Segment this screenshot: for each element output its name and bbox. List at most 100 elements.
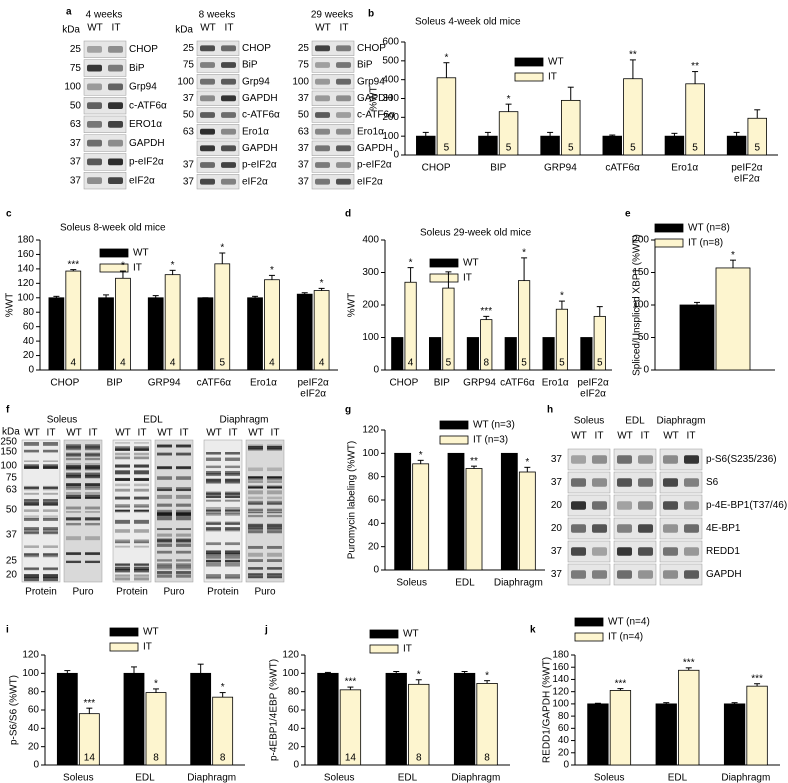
gel-band [248,444,263,447]
gel-band [85,467,100,470]
legend-label: IT (n=4) [608,632,643,643]
significance: * [731,250,735,261]
gel-band [176,563,191,566]
group-title: Soleus [47,415,78,426]
ladder-label: 25 [6,556,18,567]
band [336,112,351,118]
gel-band [157,574,172,578]
bar [655,703,677,766]
y-axis-label: REDD1/GAPDH (%WT) [542,657,553,763]
y-tick-label: 100 [362,332,379,343]
gel-band [115,464,130,468]
lane-label: IT [595,431,604,442]
kda-label: 20 [551,500,563,511]
gel-band [134,442,149,444]
gel-band [85,536,100,541]
y-axis-label: p-4EBP1/4EBP (%WT) [269,659,280,761]
gel-band [248,467,263,472]
band [684,547,699,556]
blot-bg [659,471,703,494]
x-tick-label: peIF2α [297,378,329,389]
n-label: 5 [692,143,698,154]
n-label: 5 [630,143,636,154]
legend-swatch [109,627,139,637]
gel-band [267,525,282,529]
band [571,455,586,464]
n-label: 5 [546,358,552,369]
gel-band [225,491,240,495]
group-title: Soleus [574,416,605,427]
blot-bg [196,124,240,140]
n-label: 4 [71,358,77,369]
bar [385,672,407,766]
row-label: p-4E-BP1(T37/46) [706,500,787,511]
y-tick-label: 160 [552,662,569,673]
ladder-label: 20 [6,570,18,581]
gel-band [134,478,149,481]
y-tick-label: 140 [17,264,34,275]
gel-band [24,527,39,530]
n-label: 8 [470,358,476,369]
band [108,121,123,128]
band [663,570,678,579]
group-title: EDL [625,416,645,427]
y-tick-label: 180 [17,235,34,246]
gel-band [134,577,149,581]
gel-band [85,465,100,468]
row-label: BiP [357,60,373,71]
blot-bg [659,494,703,517]
bar [394,452,412,571]
gel-band [24,442,39,447]
y-tick-label: 150 [632,267,649,278]
x-tick-label: CHOP [422,163,451,174]
significance: * [417,669,421,680]
band [87,64,102,72]
lane-label: WT [200,23,216,34]
group-title: 4 weeks [86,10,123,21]
band [108,64,123,72]
ladder-label: 37 [6,530,18,541]
band [638,455,653,464]
gel-band [267,527,282,532]
panel-letter: a [66,7,72,18]
gel-band [267,496,282,500]
bar [587,703,609,766]
gel-band [66,457,81,461]
gel-band [66,486,81,490]
gel-band [66,452,81,456]
lane-label: IT [138,428,147,439]
gel-band [206,576,221,580]
gel-band [43,545,58,548]
n-label: 8 [131,753,137,764]
band [592,478,607,487]
gel-band [267,545,282,549]
band [200,112,215,118]
gel-band [225,560,240,563]
blot-bg [83,172,127,190]
gel-band [267,573,282,576]
y-axis-label: %WT [5,293,16,317]
gel-band [66,472,81,477]
x-tick-label: eIF2α [734,174,760,185]
n-label: 5 [568,143,574,154]
gel-band [24,492,39,495]
legend-label: WT [463,258,479,269]
lane-label: IT [112,23,121,34]
gel-band [43,442,58,445]
n-label: 8 [462,753,468,764]
gel-band [43,531,58,535]
n-label: 8 [153,753,159,764]
gel-band [248,514,263,518]
gel-band [157,476,172,480]
gel-band [267,446,282,450]
gel-band [115,442,130,444]
gel-band [225,509,240,514]
band [87,177,102,184]
ladder-label: 150 [0,447,17,458]
gel-band [115,478,130,481]
gel-band [267,567,282,570]
band [684,501,699,510]
gel-band [176,476,191,480]
gel-band [115,577,130,581]
